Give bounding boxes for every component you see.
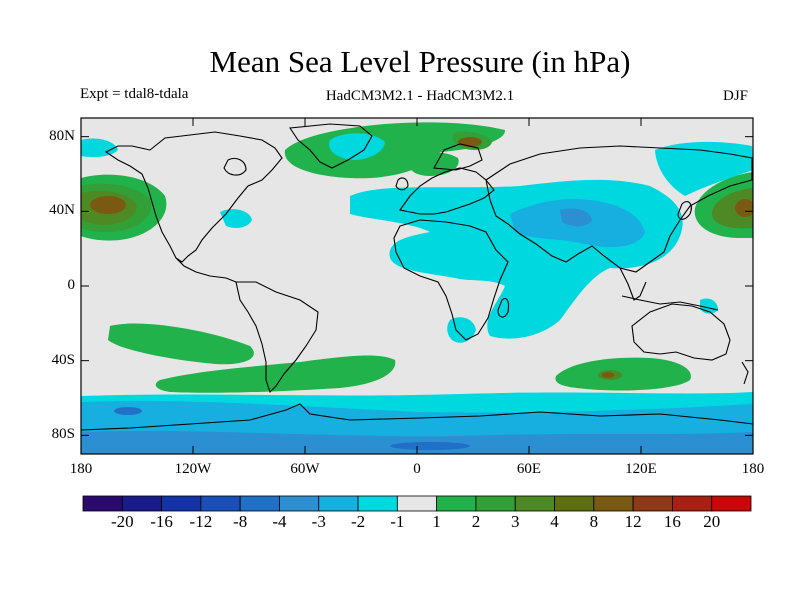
latitude-label: 80N bbox=[49, 127, 75, 144]
contour-arctic-core bbox=[458, 137, 482, 147]
coastline-hudson-bay bbox=[223, 157, 247, 176]
contour-siberia-high bbox=[409, 152, 459, 176]
contour-south-indian-high bbox=[555, 357, 691, 391]
contour-eurasia-low-3 bbox=[560, 208, 592, 227]
longitude-label: 180 bbox=[741, 461, 765, 477]
contour-arctic-ring bbox=[329, 133, 385, 160]
longitude-label: 120E bbox=[625, 461, 657, 477]
contour-north-pacific-high-core bbox=[90, 196, 126, 214]
model-label: HadCM3M2.1 - HadCM3M2.1 bbox=[325, 88, 515, 104]
latitude-label: 0 bbox=[67, 277, 76, 293]
colorbar-swatch bbox=[318, 495, 359, 512]
colorbar-swatch bbox=[475, 495, 516, 512]
colorbar-label: 16 bbox=[663, 512, 681, 531]
coastline-new-zealand bbox=[741, 361, 749, 385]
contour-south-atlantic-high bbox=[155, 355, 396, 393]
coastline-north-america bbox=[104, 131, 283, 263]
colorbar-swatch bbox=[632, 495, 673, 512]
coastline-south-america bbox=[235, 281, 319, 394]
latitude-label: 40S bbox=[51, 351, 75, 368]
colorbar-label: -1 bbox=[390, 512, 405, 531]
coastline-indonesia bbox=[621, 295, 719, 311]
colorbar-label: 12 bbox=[624, 512, 642, 531]
colorbar-swatch bbox=[200, 495, 241, 512]
contour-antarctic-min bbox=[390, 442, 470, 450]
contour-atlantic-low bbox=[220, 209, 252, 228]
colorbar-label: -8 bbox=[233, 512, 248, 531]
coastline-asia bbox=[485, 145, 753, 273]
colorbar-swatch bbox=[711, 495, 752, 512]
colorbar-swatch bbox=[672, 495, 713, 512]
coastline-scandinavia bbox=[433, 143, 483, 171]
longitude-label: 60W bbox=[290, 461, 320, 477]
coastline-europe bbox=[399, 167, 495, 215]
contour-south-pacific-high bbox=[108, 323, 254, 365]
coastline-antarctica bbox=[81, 403, 753, 431]
longitude-label: 60E bbox=[516, 461, 542, 477]
colorbar-swatch bbox=[357, 495, 398, 512]
colorbar-label: -12 bbox=[189, 512, 213, 531]
coastline-greenland bbox=[289, 123, 373, 169]
coastline-australia bbox=[631, 303, 731, 361]
colorbar-swatch bbox=[436, 495, 477, 512]
longitude-label: 180 bbox=[69, 461, 93, 477]
colorbar-label: 1 bbox=[432, 512, 441, 531]
colorbar-swatch bbox=[396, 495, 438, 512]
coastline-madagascar bbox=[497, 297, 510, 318]
colorbar-swatch bbox=[514, 495, 555, 512]
colorbar-label: 20 bbox=[703, 512, 721, 531]
longitude-label: 120W bbox=[174, 461, 212, 477]
colorbar-label: 8 bbox=[589, 512, 599, 531]
season-label: DJF bbox=[723, 88, 749, 104]
colorbar-label: 4 bbox=[550, 512, 559, 531]
colorbar-swatch bbox=[279, 495, 320, 512]
colorbar-swatch bbox=[82, 495, 123, 512]
colorbar-label: 2 bbox=[471, 512, 481, 531]
colorbar-swatch bbox=[593, 495, 634, 512]
experiment-label: Expt = tdal8-tdala bbox=[80, 86, 189, 102]
contour-north-pacific-high-east-core bbox=[735, 199, 753, 217]
coastline-indochina bbox=[619, 267, 647, 301]
coastline-japan bbox=[677, 201, 692, 220]
colorbar bbox=[82, 495, 752, 512]
colorbar-label: -2 bbox=[350, 512, 366, 531]
colorbar-label: -20 bbox=[110, 512, 134, 531]
axis-ticks bbox=[80, 118, 754, 454]
colorbar-label: 3 bbox=[510, 512, 520, 531]
colorbar-label: -4 bbox=[272, 512, 287, 531]
latitude-label: 80S bbox=[51, 426, 75, 443]
contour-east-asia-low bbox=[655, 141, 753, 196]
contour-north-pacific-high-east-2 bbox=[711, 188, 753, 229]
longitude-label: 0 bbox=[413, 461, 421, 477]
colorbar-label: -3 bbox=[311, 512, 326, 531]
contour-south-indian-core-2 bbox=[602, 372, 614, 378]
coastline-central-america bbox=[175, 257, 237, 283]
contour-alaska-low bbox=[81, 138, 118, 158]
colorbar-swatch bbox=[121, 495, 162, 512]
coastline-africa bbox=[393, 219, 509, 341]
colorbar-swatch bbox=[554, 495, 595, 512]
colorbar-swatch bbox=[161, 495, 202, 512]
colorbar-swatch bbox=[239, 495, 280, 512]
contour-south-pacific-min bbox=[114, 407, 142, 415]
colorbar-label: -16 bbox=[150, 512, 173, 531]
chart-title: Mean Sea Level Pressure (in hPa) bbox=[209, 44, 631, 79]
latitude-label: 40N bbox=[49, 202, 75, 219]
pressure-contours bbox=[81, 122, 753, 454]
coastline-british-isles bbox=[395, 177, 409, 191]
coastlines bbox=[81, 123, 753, 431]
